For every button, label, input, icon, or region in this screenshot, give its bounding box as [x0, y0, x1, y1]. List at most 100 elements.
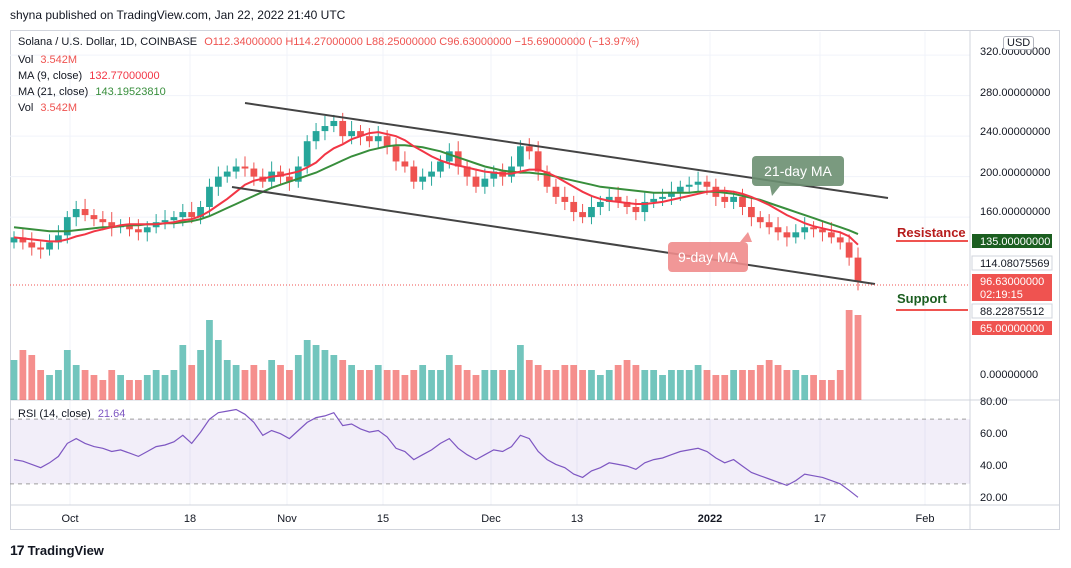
candle-body: [170, 217, 178, 221]
ma21-callout-text: 21-day MA: [764, 163, 832, 179]
legend-rsi-value: 21.64: [97, 408, 126, 420]
currency-button[interactable]: USD: [1003, 36, 1035, 50]
candle-body: [357, 131, 364, 137]
candle-body: [81, 209, 89, 216]
volume-bar: [650, 370, 658, 400]
volume-bar: [659, 375, 666, 400]
time-tick-label: 15: [377, 513, 389, 525]
candle-body: [19, 237, 27, 243]
candle-body: [472, 176, 480, 187]
tradingview-brand: TradingView: [27, 542, 104, 558]
volume-bar: [401, 375, 409, 400]
volume-bar: [543, 370, 551, 400]
price-tick-label: 0.00000000: [980, 369, 1038, 381]
candle-body: [126, 225, 133, 230]
candle-body: [135, 229, 142, 233]
candle-body: [721, 196, 729, 202]
price-tick-label: 200.00000000: [980, 167, 1050, 179]
candle-body: [223, 171, 231, 177]
time-tick-label: 18: [184, 513, 196, 525]
candle-body: [739, 196, 746, 208]
volume-bar: [81, 370, 89, 400]
volume-bars: [10, 310, 862, 400]
price-axis: 320.00000000280.00000000240.00000000200.…: [980, 46, 1050, 504]
price-tags: 135.00000000 114.08075569 96.6300000002:19…: [971, 234, 1053, 335]
volume-bar: [383, 370, 391, 400]
candle-body: [596, 201, 604, 208]
rsi-tick-label: 40.00: [980, 460, 1008, 472]
volume-bar: [312, 345, 320, 400]
ma-lines: [13, 131, 859, 246]
candle-body: [214, 176, 222, 187]
volume-bar: [135, 380, 142, 400]
volume-bar: [641, 370, 649, 400]
volume-bar: [605, 370, 613, 400]
volume-bar: [836, 370, 844, 400]
rsi-band: [10, 408, 970, 498]
price-tag-close: [972, 274, 1052, 288]
candle-body: [588, 207, 595, 218]
volume-bar: [99, 380, 107, 400]
candle-body: [143, 227, 151, 233]
volume-bar: [143, 375, 151, 400]
candle-body: [241, 166, 249, 169]
candle-body: [419, 176, 427, 182]
rsi-tick-label: 80.00: [980, 396, 1008, 408]
time-axis: Oct 18 Nov 15 Dec 13 2022 17 Feb: [61, 513, 934, 525]
price-tag-text: 02:19:15: [980, 289, 1023, 301]
candle-body: [55, 235, 62, 243]
volume-bar: [827, 380, 835, 400]
candle-body: [277, 171, 284, 177]
footer-brand[interactable]: 17 TradingView: [10, 542, 104, 558]
price-tag-text: 96.63000000: [980, 276, 1044, 288]
rsi-tick-label: 20.00: [980, 492, 1008, 504]
candle-body: [703, 181, 711, 187]
volume-bar: [419, 365, 427, 400]
candle-body: [854, 257, 862, 282]
candle-body: [10, 237, 18, 243]
ma9-callout-pointer: [740, 232, 752, 242]
ma9-line: [13, 131, 859, 246]
candle-body: [801, 227, 809, 233]
volume-bar: [286, 370, 293, 400]
volume-bar: [668, 370, 675, 400]
volume-bar: [437, 370, 444, 400]
candle-body: [401, 161, 409, 167]
ma-callouts: 21-day MA 9-day MA: [668, 156, 844, 272]
volume-bar: [179, 345, 187, 400]
candle-body: [694, 181, 702, 185]
volume-bar: [19, 350, 27, 400]
volume-bar: [410, 370, 418, 400]
time-tick-label: Oct: [61, 513, 78, 525]
candle-body: [428, 171, 435, 177]
volume-bar: [259, 370, 267, 400]
candle-body: [810, 227, 817, 230]
price-tag-support-low: [972, 321, 1052, 335]
candle-body: [303, 141, 311, 167]
candle-body: [517, 146, 524, 167]
volume-bar: [570, 365, 578, 400]
volume-bar: [126, 380, 133, 400]
time-tick-label: Nov: [277, 513, 297, 525]
volume-bar: [188, 365, 196, 400]
candle-body: [650, 198, 658, 202]
volume-bar: [748, 370, 755, 400]
volume-bar: [365, 370, 373, 400]
volume-bar: [810, 375, 817, 400]
candle-body: [197, 207, 204, 218]
candle-body: [454, 151, 462, 167]
legend-ma21: MA (21, close) 143.19523810: [18, 86, 166, 98]
volume-bar: [90, 375, 98, 400]
volume-bar: [499, 370, 507, 400]
candle-body: [534, 151, 542, 172]
candle-body: [614, 196, 622, 202]
volume-bar: [801, 375, 809, 400]
candle-body: [63, 217, 71, 236]
price-tag-countdown: [972, 288, 1052, 301]
legend-vol-2: Vol 3.542M: [18, 102, 77, 114]
volume-bar: [223, 360, 231, 400]
volume-bar: [108, 370, 116, 400]
candle-body: [552, 186, 560, 197]
volume-bar: [250, 365, 258, 400]
